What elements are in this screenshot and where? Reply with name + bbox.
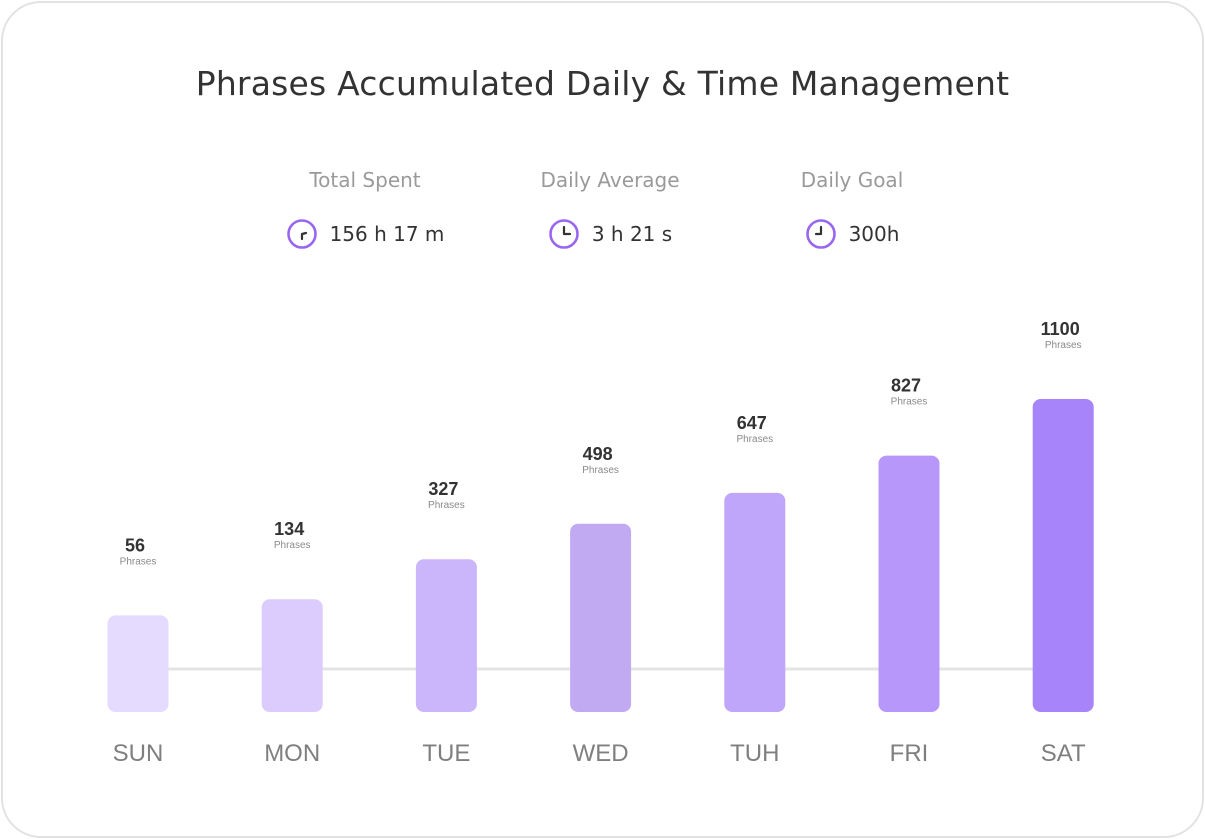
- bar-fri: [878, 455, 940, 712]
- stat-label: Daily Goal: [800, 168, 904, 192]
- bar-unit-label: Phrases: [736, 434, 773, 445]
- bar-unit-label: Phrases: [582, 465, 619, 476]
- bar-unit-label: Phrases: [120, 556, 157, 567]
- bar-value-label: 498: [583, 444, 613, 464]
- bar-value-label: 134: [274, 519, 304, 539]
- stat-label: Daily Average: [540, 168, 680, 192]
- x-tick-label: TUH: [730, 740, 779, 767]
- bar-unit-label: Phrases: [891, 397, 928, 408]
- bar-value-label: 56: [125, 535, 145, 555]
- clock-icon: [549, 219, 579, 249]
- bar-sun: [107, 615, 169, 712]
- page-title: Phrases Accumulated Daily & Time Managem…: [195, 64, 1010, 103]
- x-tick-label: SUN: [113, 740, 164, 767]
- stat-total-spent: Total Spent 156 h 17 m: [245, 166, 485, 250]
- stat-value: 156 h 17 m: [329, 222, 445, 246]
- x-tick-label: SAT: [1041, 740, 1086, 767]
- clock-icon: [286, 219, 317, 249]
- stat-label: Total Spent: [309, 168, 421, 192]
- bar-mon: [261, 599, 323, 712]
- stat-daily-average: Daily Average 3 h 21 s: [490, 166, 730, 250]
- x-tick-label: WED: [573, 740, 629, 767]
- x-tick-label: MON: [264, 740, 320, 767]
- bar-tuh: [724, 492, 786, 712]
- stat-value: 300h: [848, 222, 900, 246]
- bar-value-label: 827: [891, 376, 921, 396]
- bar-sat: [1032, 399, 1094, 712]
- bar-tue: [415, 559, 477, 712]
- bar-value-label: 1100: [1041, 319, 1080, 339]
- bar-value-label: 647: [737, 413, 767, 433]
- bar-wed: [570, 523, 632, 712]
- bar-unit-label: Phrases: [1045, 340, 1082, 351]
- bar-value-label: 327: [428, 479, 458, 499]
- clock-icon: [805, 219, 836, 249]
- stat-value: 3 h 21 s: [591, 222, 673, 246]
- stat-daily-goal: Daily Goal 300h: [732, 166, 972, 250]
- bar-unit-label: Phrases: [274, 540, 311, 551]
- bar-unit-label: Phrases: [428, 500, 465, 511]
- x-tick-label: FRI: [890, 740, 929, 767]
- x-tick-label: TUE: [422, 740, 470, 767]
